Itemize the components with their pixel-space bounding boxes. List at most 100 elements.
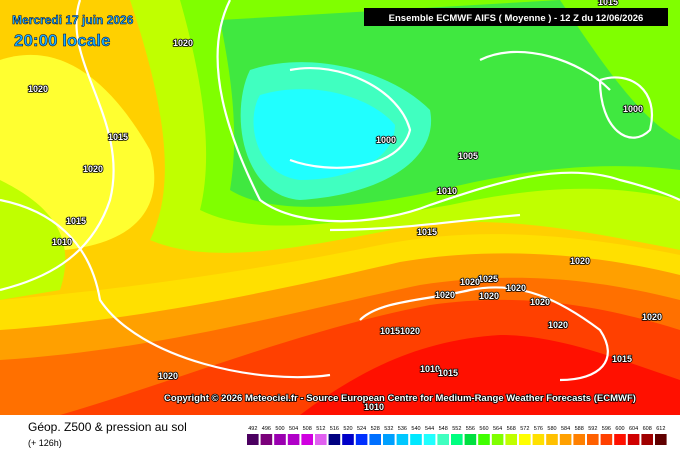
isobar-label: 1020 xyxy=(173,38,193,48)
scale-label: 576 xyxy=(534,426,543,432)
scale-label: 552 xyxy=(452,426,461,432)
isobar-label: 1020 xyxy=(548,320,568,330)
copyright: Copyright © 2026 Meteociel.fr - Source E… xyxy=(164,393,636,404)
scale-label: 608 xyxy=(643,426,652,432)
model-info: Ensemble ECMWF AIFS ( Moyenne ) - 12 Z d… xyxy=(389,13,644,24)
scale-label: 572 xyxy=(520,426,529,432)
forecast-time: 20:00 locale xyxy=(14,31,110,50)
scale-label: 520 xyxy=(343,426,352,432)
scale-swatch xyxy=(369,434,381,445)
scale-swatch xyxy=(247,434,259,445)
scale-label: 592 xyxy=(588,426,597,432)
scale-swatch xyxy=(301,434,313,445)
scale-swatch xyxy=(519,434,531,445)
scale-label: 524 xyxy=(357,426,366,432)
scale-label: 548 xyxy=(439,426,448,432)
scale-swatch xyxy=(600,434,613,445)
scale-swatch xyxy=(315,434,327,445)
scale-label: 496 xyxy=(262,426,271,432)
isobar-label: 1020 xyxy=(479,291,499,301)
isobar-label: 1015 xyxy=(598,0,618,7)
legend-title: Géop. Z500 & pression au sol xyxy=(28,420,187,434)
scale-swatch xyxy=(627,434,640,445)
scale-label: 596 xyxy=(602,426,611,432)
isobar-label: 1025 xyxy=(478,274,498,284)
isobar-label: 1005 xyxy=(458,151,478,161)
scale-label: 604 xyxy=(629,426,638,432)
isobar-label: 1020 xyxy=(506,283,526,293)
scale-swatch xyxy=(383,434,395,445)
model-banner xyxy=(364,8,668,26)
isobar-label: 1020 xyxy=(83,164,103,174)
scale-swatch xyxy=(274,434,286,445)
scale-label: 612 xyxy=(656,426,665,432)
isobar-label: 1000 xyxy=(623,104,643,114)
isobar-label: 1020 xyxy=(642,312,662,322)
scale-swatch xyxy=(491,434,504,445)
forecast-date: Mercredi 17 juin 2026 xyxy=(12,13,134,27)
forecast-lead: (+ 126h) xyxy=(28,438,62,448)
scale-swatch xyxy=(532,434,545,445)
isobar-label: 1000 xyxy=(376,135,396,145)
scale-label: 556 xyxy=(466,426,475,432)
scale-label: 536 xyxy=(398,426,407,432)
isobar-labels: 1020102010151020101510101000100510101015… xyxy=(27,0,663,413)
scale-swatch xyxy=(573,434,585,445)
scale-swatch xyxy=(546,434,558,445)
scale-swatch xyxy=(587,434,599,445)
scale-label: 516 xyxy=(330,426,339,432)
isobar-label: 1020 xyxy=(460,277,480,287)
scale-label: 500 xyxy=(275,426,284,432)
scale-swatch xyxy=(614,434,626,445)
scale-swatch xyxy=(559,434,572,445)
isobar-label: 1010 xyxy=(437,186,457,196)
scale-swatch xyxy=(505,434,517,445)
scale-swatch xyxy=(451,434,463,445)
isobar-label: 1010 xyxy=(52,237,72,247)
isobar-label: 1020 xyxy=(570,256,590,266)
color-scale: 492 496 500 504 508 512 516 520 524 528 532 536 540 5… xyxy=(247,426,667,445)
scale-swatch xyxy=(342,434,354,445)
isobar-label: 1020 xyxy=(435,290,455,300)
scale-label: 580 xyxy=(547,426,556,432)
scale-swatch xyxy=(464,434,477,445)
scale-label: 492 xyxy=(248,426,257,432)
scale-label: 528 xyxy=(371,426,380,432)
isobar-label: 1015 xyxy=(66,216,86,226)
scale-swatch xyxy=(260,434,273,445)
scale-swatch xyxy=(328,434,341,445)
scale-label: 532 xyxy=(384,426,393,432)
scale-label: 568 xyxy=(507,426,516,432)
scale-label: 588 xyxy=(575,426,584,432)
scale-swatch xyxy=(355,434,368,445)
scale-swatch xyxy=(655,434,667,445)
isobar-label: 1010 xyxy=(364,402,384,412)
isobar-label: 1015 xyxy=(612,354,632,364)
isobar-label: 10151020 xyxy=(380,326,420,336)
scale-swatch xyxy=(287,434,300,445)
scale-label: 544 xyxy=(425,426,434,432)
scale-label: 540 xyxy=(411,426,420,432)
isobar-label: 1020 xyxy=(158,371,178,381)
scale-label: 512 xyxy=(316,426,325,432)
scale-label: 584 xyxy=(561,426,570,432)
scale-label: 600 xyxy=(615,426,624,432)
isobar-label: 1020 xyxy=(530,297,550,307)
scale-swatch xyxy=(641,434,653,445)
scale-swatch xyxy=(396,434,409,445)
isobar-label: 1015 xyxy=(438,368,458,378)
isobar-label: 1020 xyxy=(28,84,48,94)
isobar-label: 1015 xyxy=(108,132,128,142)
scale-label: 564 xyxy=(493,426,502,432)
scale-swatch xyxy=(423,434,436,445)
scale-swatch xyxy=(437,434,449,445)
scale-label: 504 xyxy=(289,426,298,432)
isobar-label: 1010 xyxy=(420,364,440,374)
map xyxy=(0,0,680,415)
scale-swatch xyxy=(410,434,422,445)
scale-swatch xyxy=(478,434,490,445)
isobar-label: 1015 xyxy=(417,227,437,237)
scale-label: 508 xyxy=(303,426,312,432)
scale-label: 560 xyxy=(479,426,488,432)
